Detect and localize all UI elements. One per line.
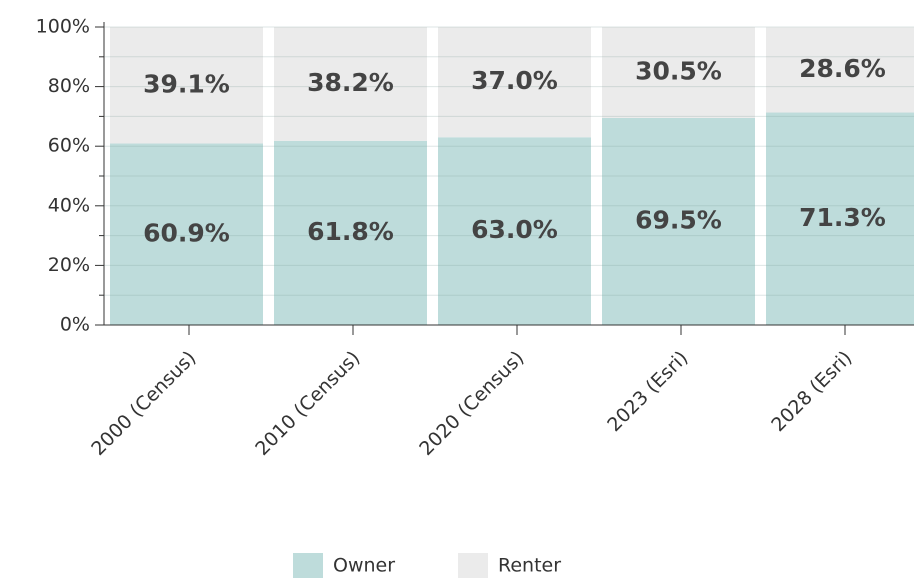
bar-segment bbox=[766, 112, 914, 325]
value-label: 37.0% bbox=[471, 66, 558, 95]
value-label: 69.5% bbox=[635, 205, 722, 234]
value-label: 71.3% bbox=[799, 203, 886, 232]
legend-label: Owner bbox=[333, 555, 395, 577]
bar-segment bbox=[602, 117, 755, 325]
bar-segment bbox=[274, 27, 427, 141]
x-tick-label: 2020 (Census) bbox=[415, 347, 528, 460]
value-label: 38.2% bbox=[307, 68, 394, 97]
legend-swatch bbox=[293, 553, 323, 578]
x-tick-label: 2028 (Esri) bbox=[767, 347, 856, 436]
bar-segment bbox=[438, 27, 591, 138]
x-tick-label: 2023 (Esri) bbox=[603, 347, 692, 436]
value-label: 63.0% bbox=[471, 215, 558, 244]
y-tick-label: 0% bbox=[60, 314, 90, 336]
legend-swatch bbox=[458, 553, 488, 578]
value-label: 28.6% bbox=[799, 54, 886, 83]
y-tick-label: 20% bbox=[48, 254, 90, 276]
y-tick-label: 80% bbox=[48, 75, 90, 97]
value-label: 61.8% bbox=[307, 217, 394, 246]
value-label: 60.9% bbox=[143, 218, 230, 247]
bar-segment bbox=[274, 140, 427, 325]
y-tick-label: 60% bbox=[48, 135, 90, 157]
legend-label: Renter bbox=[498, 555, 561, 577]
y-tick-label: 100% bbox=[36, 16, 90, 38]
bar-segment bbox=[438, 137, 591, 325]
bar-segment bbox=[110, 143, 263, 325]
x-tick-label: 2010 (Census) bbox=[251, 347, 364, 460]
x-tick-label: 2000 (Census) bbox=[87, 347, 200, 460]
bar-segment bbox=[766, 27, 914, 113]
value-label: 30.5% bbox=[635, 56, 722, 85]
bar-segment bbox=[602, 27, 755, 118]
bar-segment bbox=[110, 27, 263, 144]
value-label: 39.1% bbox=[143, 69, 230, 98]
y-tick-label: 40% bbox=[48, 194, 90, 216]
